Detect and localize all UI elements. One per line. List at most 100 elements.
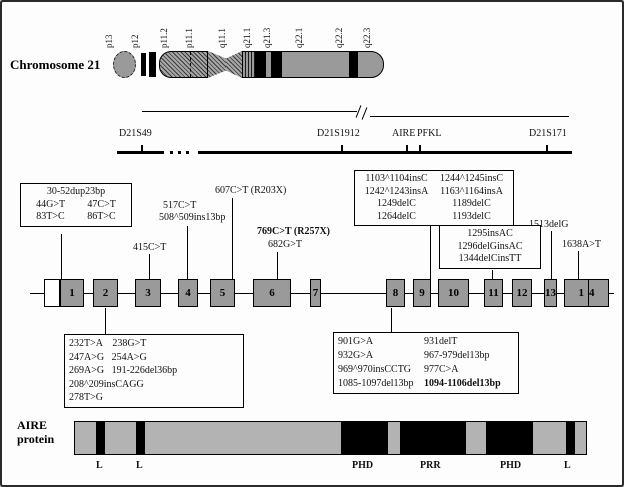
domain-label-PHD1: PHD xyxy=(352,460,374,471)
mutation-cell: 1189delC xyxy=(452,198,491,209)
band-label-q22-2: q22.2 xyxy=(334,27,344,48)
marker-tick-d21s171 xyxy=(546,145,548,154)
mutation-line: 1296delGinsAC xyxy=(457,240,523,252)
mutation-cell: 1085-1097del13bp xyxy=(338,378,414,389)
callout-682: 682G>T xyxy=(268,239,302,250)
connector-exon6 xyxy=(277,252,278,279)
callout-1638: 1638A>T xyxy=(562,239,601,250)
connector-exon14 xyxy=(578,251,579,279)
chromosome-parm-hatched xyxy=(159,51,208,78)
protein-domain-PRR xyxy=(400,422,466,454)
ellipsis-dot xyxy=(178,151,181,154)
chromosome-band-p12b xyxy=(149,52,156,77)
marker-label-pfkl: PFKL xyxy=(417,128,442,139)
connector-exon3 xyxy=(149,254,150,279)
marker-line-seg1 xyxy=(117,151,164,154)
mutation-cell: 44G>T xyxy=(36,198,66,210)
mutation-cell: 86T>C xyxy=(87,211,116,222)
band-label-p13: p13 xyxy=(104,34,114,49)
exon-13: 13 xyxy=(544,279,557,307)
mutation-cell: 932G>A xyxy=(338,350,374,361)
mutation-cell: 1264delC xyxy=(377,210,416,222)
ellipsis-dot xyxy=(186,151,189,154)
marker-line-seg2 xyxy=(198,151,572,154)
exon-10: 10 xyxy=(438,279,469,307)
domain-label-L3: L xyxy=(564,460,571,471)
band-label-q22-1: q22.1 xyxy=(294,27,304,48)
connector-exon2-box xyxy=(105,308,106,334)
protein-bar xyxy=(74,421,587,455)
band-label-q22-3: q22.3 xyxy=(362,27,372,48)
band-label-p12: p12 xyxy=(130,34,140,49)
centromere-right xyxy=(226,51,242,78)
mutation-line: 1295insAC xyxy=(467,228,513,239)
chromosome-band-q21-1 xyxy=(255,52,266,77)
protein-title-line2: protein xyxy=(17,432,55,446)
exon-2: 2 xyxy=(93,279,118,307)
mutation-box-exon11: 1295insAC 1296delGinsAC 1344delCinsTT xyxy=(439,225,541,269)
exon-7: 7 xyxy=(310,279,321,307)
protein-domain-L1 xyxy=(96,422,105,454)
domain-label-PHD2: PHD xyxy=(500,460,522,471)
band-label-q11-1: q11.1 xyxy=(217,28,227,48)
utr-box xyxy=(44,279,60,307)
mutation-line: 269A>G 191-226del36bp xyxy=(69,365,178,376)
ellipsis-dot xyxy=(170,151,173,154)
exon-6: 6 xyxy=(253,279,291,307)
connector-exon8-box xyxy=(391,308,392,332)
mutation-cell: 1244^1245insC xyxy=(439,173,504,184)
mutation-box-exon2: 232T>A 238G>T 247A>G 254A>G 269A>G 191-2… xyxy=(64,334,244,408)
gene-backbone-line xyxy=(30,293,614,294)
connector-exon1 xyxy=(61,234,62,279)
exon-11: 11 xyxy=(484,279,503,307)
mutation-cell: 977C>A xyxy=(424,364,459,375)
mutation-box-exon1: 30-52dup23bp 44G>T 47C>T 83T>C 86T>C xyxy=(20,183,132,227)
band-label-p11-1: p11.1 xyxy=(184,28,194,48)
mutation-cell: 931delT xyxy=(424,336,458,347)
exon-4: 4 xyxy=(178,279,198,307)
mutation-cell-bold: 1094-1106del13bp xyxy=(424,378,501,389)
mutation-cell: 901G>A xyxy=(338,336,374,347)
callout-769: 769C>T (R257X) xyxy=(257,226,331,237)
chromosome-qarm xyxy=(242,51,384,78)
marker-tick-d21s49 xyxy=(141,145,143,154)
mutation-box-exon10: 1103^1104insC 1244^1245insC 1242^1243insA… xyxy=(354,170,514,226)
callout-607: 607C>T (R203X) xyxy=(215,185,287,196)
mutation-cell: 1249delC xyxy=(377,198,416,209)
exon-1: 1 xyxy=(60,279,84,307)
exon-9: 9 xyxy=(413,279,431,307)
mutation-line: 247A>G 254A>G xyxy=(69,351,147,363)
chromosome-satellite-p13 xyxy=(113,51,136,78)
chromosome-band-q22-2 xyxy=(349,52,358,77)
exon-3: 3 xyxy=(135,279,161,307)
connector-exon4 xyxy=(187,226,188,279)
mutation-cell: 47C>T xyxy=(87,198,116,210)
exon-12: 12 xyxy=(512,279,532,307)
centromere-left xyxy=(208,51,226,78)
callout-517: 517C>T xyxy=(163,200,197,211)
protein-domain-PHD1 xyxy=(341,422,388,454)
mutation-cell: 1163^1164insA xyxy=(440,185,503,197)
bracket-line-right xyxy=(370,116,569,117)
band-label-q21-1: q21.1 xyxy=(242,27,252,48)
domain-label-L2: L xyxy=(136,460,143,471)
callout-1513: 1513delG xyxy=(529,219,569,230)
connector-exon11 xyxy=(492,270,493,279)
marker-label-d21s49: D21S49 xyxy=(119,128,152,139)
line-break-mark xyxy=(361,107,368,120)
band-label-p11-2: p11.2 xyxy=(159,28,169,48)
mutation-cell: 1103^1104insC xyxy=(365,173,428,184)
exon14-divider xyxy=(588,280,589,306)
mutation-cell: 83T>C xyxy=(36,211,65,222)
connector-exon5 xyxy=(232,198,233,279)
mutation-line: 278T>G xyxy=(69,392,103,403)
protein-title-line1: AIRE xyxy=(17,418,48,432)
chromosome-title: Chromosome 21 xyxy=(10,57,101,72)
protein-domain-L2 xyxy=(136,422,145,454)
mutation-line: 208^209insCAGG xyxy=(69,378,144,390)
exon-5: 5 xyxy=(210,279,235,307)
marker-label-aire: AIRE xyxy=(392,128,416,139)
band-label-q21-3: q21.3 xyxy=(262,27,272,48)
callout-508: 508^509ins13bp xyxy=(159,212,226,223)
mutation-cell: 1242^1243insA xyxy=(364,185,429,197)
